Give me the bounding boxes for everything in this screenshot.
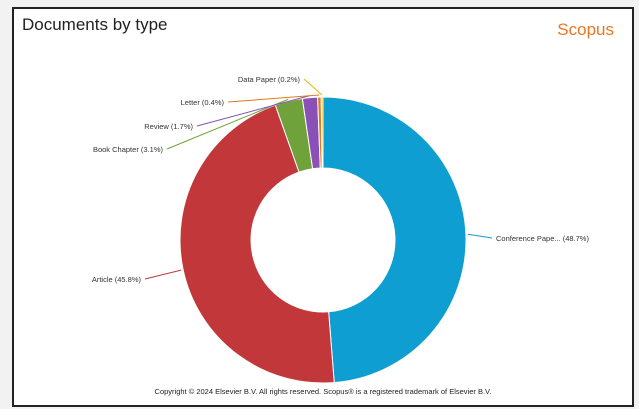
donut-chart: Conference Pape... (48.7%) Article (45.8%… bbox=[92, 75, 589, 384]
leader-line bbox=[166, 98, 289, 150]
slice-label: Data Paper (0.2%) bbox=[238, 75, 301, 84]
donut-slice[interactable] bbox=[322, 96, 467, 384]
scopus-logo: Scopus bbox=[557, 20, 614, 39]
slice-label: Book Chapter (3.1%) bbox=[93, 145, 164, 154]
leader-line bbox=[144, 269, 182, 280]
leader-line bbox=[196, 95, 310, 127]
donut-slice[interactable] bbox=[179, 104, 335, 384]
leader-line bbox=[467, 233, 493, 239]
leader-line bbox=[227, 94, 320, 103]
chart-title: Documents by type bbox=[22, 15, 168, 34]
slice-label: Review (1.7%) bbox=[144, 122, 193, 131]
chart-panel: Documents by type Scopus Conference Pape… bbox=[12, 7, 634, 407]
donut-slice[interactable] bbox=[320, 96, 324, 169]
slice-label: Letter (0.4%) bbox=[181, 98, 225, 107]
slice-label: Conference Pape... (48.7%) bbox=[496, 234, 589, 243]
leader-line bbox=[303, 78, 323, 96]
copyright-footer: Copyright © 2024 Elsevier B.V. All right… bbox=[154, 387, 492, 396]
slice-label: Article (45.8%) bbox=[92, 275, 142, 284]
